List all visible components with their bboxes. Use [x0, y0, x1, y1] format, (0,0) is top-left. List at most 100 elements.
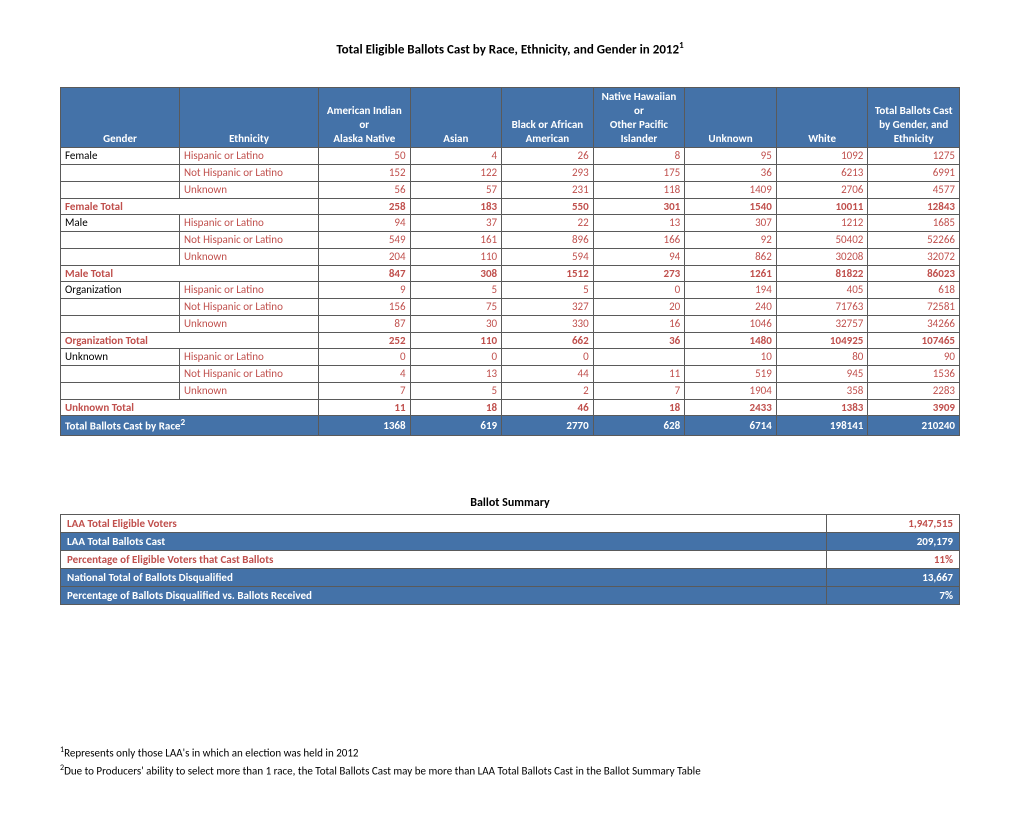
- gender-cell: [61, 181, 180, 198]
- value-cell: 118: [593, 181, 685, 198]
- value-cell: 6991: [868, 165, 960, 182]
- table-row: Unknown87303301610463275734266: [61, 315, 960, 332]
- ethnicity-cell: Hispanic or Latino: [180, 282, 319, 299]
- value-cell: 95: [685, 148, 777, 165]
- value-cell: 327: [502, 299, 594, 316]
- ethnicity-cell: Not Hispanic or Latino: [180, 299, 319, 316]
- value-cell: 71763: [776, 299, 868, 316]
- value-cell: 26: [502, 148, 594, 165]
- subtotal-value: 847: [319, 265, 411, 282]
- ethnicity-cell: Unknown: [180, 181, 319, 198]
- value-cell: 30208: [776, 248, 868, 265]
- value-cell: 945: [776, 366, 868, 383]
- value-cell: 44: [502, 366, 594, 383]
- summary-value: 11%: [827, 550, 960, 568]
- hdr-ethnicity: Ethnicity: [180, 88, 319, 148]
- value-cell: 57: [410, 181, 502, 198]
- hdr-col3: Black or AfricanAmerican: [502, 88, 594, 148]
- value-cell: 7: [593, 382, 685, 399]
- table-row: FemaleHispanic or Latino5042689510921275: [61, 148, 960, 165]
- value-cell: 56: [319, 181, 411, 198]
- value-cell: 16: [593, 315, 685, 332]
- value-cell: 0: [410, 349, 502, 366]
- subtotal-row: Unknown Total11184618243313833909: [61, 399, 960, 416]
- gender-cell: Unknown: [61, 349, 180, 366]
- gender-cell: [61, 366, 180, 383]
- summary-label: National Total of Ballots Disqualified: [61, 568, 827, 586]
- subtotal-label: Male Total: [61, 265, 319, 282]
- hdr-col7: Total Ballots Castby Gender, andEthnicit…: [868, 88, 960, 148]
- footnotes: 1Represents only those LAA's in which an…: [60, 745, 960, 778]
- subtotal-value: 36: [593, 332, 685, 349]
- table-row: UnknownHispanic or Latino000108090: [61, 349, 960, 366]
- table-row: Unknown752719043582283: [61, 382, 960, 399]
- ethnicity-cell: Unknown: [180, 248, 319, 265]
- table-row: Not Hispanic or Latino41344115199451536: [61, 366, 960, 383]
- value-cell: 32072: [868, 248, 960, 265]
- gender-cell: [61, 299, 180, 316]
- value-cell: 862: [685, 248, 777, 265]
- value-cell: 7: [319, 382, 411, 399]
- value-cell: 94: [593, 248, 685, 265]
- ethnicity-cell: Unknown: [180, 382, 319, 399]
- page-title: Total Eligible Ballots Cast by Race, Eth…: [60, 40, 960, 57]
- value-cell: 94: [319, 215, 411, 232]
- value-cell: 110: [410, 248, 502, 265]
- value-cell: 240: [685, 299, 777, 316]
- title-sup: 1: [679, 40, 684, 51]
- grand-total-row: Total Ballots Cast by Race21368619277062…: [61, 416, 960, 435]
- grand-total-value: 1368: [319, 416, 411, 435]
- grand-total-value: 210240: [868, 416, 960, 435]
- subtotal-value: 46: [502, 399, 594, 416]
- value-cell: 90: [868, 349, 960, 366]
- value-cell: 11: [593, 366, 685, 383]
- grand-total-value: 198141: [776, 416, 868, 435]
- footnote-2: 2Due to Producers' ability to select mor…: [60, 763, 960, 778]
- subtotal-value: 2433: [685, 399, 777, 416]
- hdr-col2: Asian: [410, 88, 502, 148]
- table-body: FemaleHispanic or Latino5042689510921275…: [61, 148, 960, 435]
- value-cell: 161: [410, 232, 502, 249]
- value-cell: 549: [319, 232, 411, 249]
- hdr-col1: American Indian orAlaska Native: [319, 88, 411, 148]
- value-cell: 2283: [868, 382, 960, 399]
- subtotal-value: 550: [502, 198, 594, 215]
- ethnicity-cell: Hispanic or Latino: [180, 148, 319, 165]
- value-cell: 2706: [776, 181, 868, 198]
- value-cell: 75: [410, 299, 502, 316]
- value-cell: 4: [319, 366, 411, 383]
- summary-title: Ballot Summary: [60, 496, 960, 510]
- subtotal-value: 183: [410, 198, 502, 215]
- value-cell: 519: [685, 366, 777, 383]
- summary-label: Percentage of Eligible Voters that Cast …: [61, 550, 827, 568]
- gender-cell: Male: [61, 215, 180, 232]
- value-cell: 194: [685, 282, 777, 299]
- grand-total-value: 6714: [685, 416, 777, 435]
- value-cell: 231: [502, 181, 594, 198]
- value-cell: 50: [319, 148, 411, 165]
- subtotal-value: 107465: [868, 332, 960, 349]
- value-cell: 1409: [685, 181, 777, 198]
- subtotal-value: 252: [319, 332, 411, 349]
- value-cell: 1904: [685, 382, 777, 399]
- value-cell: 13: [593, 215, 685, 232]
- value-cell: 72581: [868, 299, 960, 316]
- value-cell: 1536: [868, 366, 960, 383]
- subtotal-value: 104925: [776, 332, 868, 349]
- summary-value: 1,947,515: [827, 514, 960, 532]
- value-cell: 1212: [776, 215, 868, 232]
- subtotal-row: Male Total847308151227312618182286023: [61, 265, 960, 282]
- table-row: OrganizationHispanic or Latino9550194405…: [61, 282, 960, 299]
- subtotal-value: 86023: [868, 265, 960, 282]
- subtotal-row: Female Total25818355030115401001112843: [61, 198, 960, 215]
- value-cell: 1685: [868, 215, 960, 232]
- value-cell: 618: [868, 282, 960, 299]
- value-cell: 5: [410, 382, 502, 399]
- value-cell: 5: [410, 282, 502, 299]
- ethnicity-cell: Not Hispanic or Latino: [180, 232, 319, 249]
- ethnicity-cell: Hispanic or Latino: [180, 215, 319, 232]
- main-table: Gender Ethnicity American Indian orAlask…: [60, 87, 960, 435]
- footnote-1: 1Represents only those LAA's in which an…: [60, 745, 960, 760]
- value-cell: 405: [776, 282, 868, 299]
- summary-row: National Total of Ballots Disqualified13…: [61, 568, 960, 586]
